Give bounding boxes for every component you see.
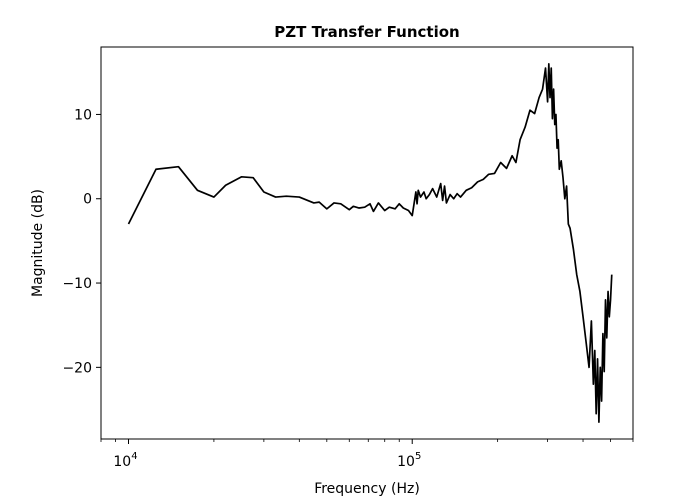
- chart-title: PZT Transfer Function: [274, 23, 459, 41]
- y-axis: 10 0 −10 −20: [62, 107, 101, 376]
- y-tick-label: 10: [74, 107, 92, 123]
- x-tick-label: 104: [113, 451, 137, 470]
- y-tick-label: −20: [62, 360, 92, 376]
- y-tick-label: −10: [62, 276, 92, 292]
- plot-frame: [100, 46, 634, 440]
- x-axis: 104 105: [100, 439, 634, 470]
- x-tick-label: 105: [397, 451, 421, 470]
- y-axis-label: Magnitude (dB): [30, 189, 46, 297]
- y-tick-label: 0: [83, 192, 92, 208]
- series-line: [127, 63, 613, 423]
- x-axis-label: Frequency (Hz): [314, 481, 420, 497]
